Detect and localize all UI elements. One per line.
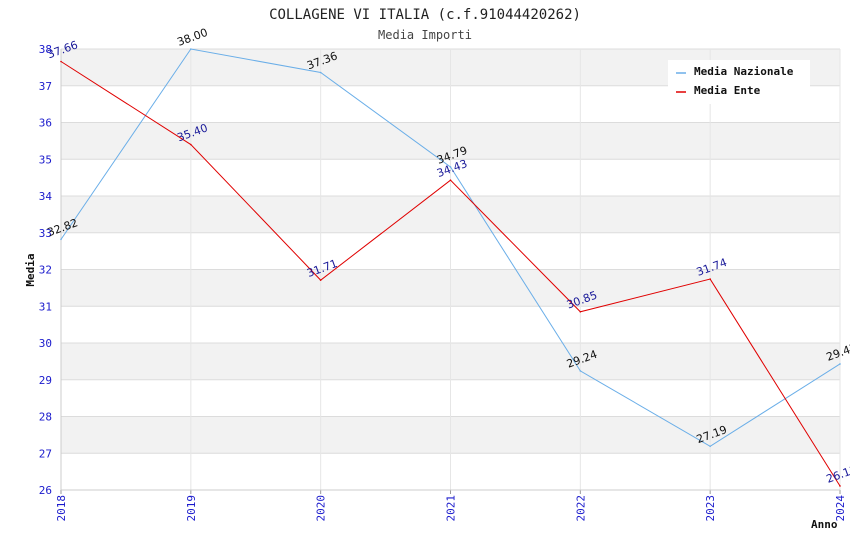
legend-label: Media Nazionale <box>694 65 794 78</box>
data-point <box>319 71 322 74</box>
y-tick-labels: 26 27 28 29 30 31 32 33 34 35 36 37 38 <box>39 43 53 497</box>
y-tick-label: 32 <box>39 264 52 277</box>
data-point <box>190 143 192 146</box>
y-axis-label: Media <box>24 253 37 286</box>
data-point <box>319 279 322 281</box>
y-tick-label: 31 <box>39 300 52 313</box>
y-tick-label: 30 <box>39 337 52 350</box>
y-tick-label: 26 <box>39 484 52 497</box>
data-label: 38.00 <box>175 26 209 49</box>
data-point <box>709 445 711 448</box>
y-tick-label: 33 <box>39 227 52 240</box>
y-tick-label: 34 <box>39 190 53 203</box>
y-tick-label: 29 <box>39 374 52 387</box>
chart-title: COLLAGENE VI ITALIA (c.f.91044420262) <box>269 7 581 23</box>
x-tick-label: 2020 <box>315 495 328 522</box>
data-point <box>60 238 62 241</box>
axes <box>60 49 841 494</box>
data-point <box>579 370 582 372</box>
x-tick-label: 2024 <box>834 495 847 522</box>
x-tick-label: 2019 <box>185 495 198 522</box>
x-tick-labels: 2018 2019 2020 2021 2022 2023 2024 <box>55 495 847 522</box>
y-tick-label: 38 <box>39 43 52 56</box>
legend: Media Nazionale Media Ente <box>668 60 810 104</box>
data-point <box>60 60 62 63</box>
legend-label: Media Ente <box>694 84 761 97</box>
data-point <box>579 310 582 313</box>
x-tick-label: 2021 <box>445 495 458 522</box>
y-tick-label: 37 <box>39 80 52 93</box>
series-lines <box>60 48 841 487</box>
chart-subtitle: Media Importi <box>378 28 472 42</box>
data-point <box>839 485 841 487</box>
data-point <box>449 166 452 168</box>
x-axis-label: Anno <box>811 518 838 531</box>
y-tick-label: 28 <box>39 411 52 424</box>
y-tick-label: 36 <box>39 117 52 130</box>
x-tick-label: 2022 <box>574 495 587 522</box>
legend-box <box>668 60 810 104</box>
y-tick-label: 35 <box>39 153 52 166</box>
x-tick-label: 2018 <box>55 495 68 522</box>
data-point <box>709 278 711 280</box>
data-label: 26.11 <box>825 463 850 486</box>
x-tick-label: 2023 <box>704 495 717 522</box>
data-point <box>449 179 452 181</box>
data-point <box>190 48 192 50</box>
data-point <box>839 363 841 365</box>
y-tick-label: 27 <box>39 447 52 460</box>
